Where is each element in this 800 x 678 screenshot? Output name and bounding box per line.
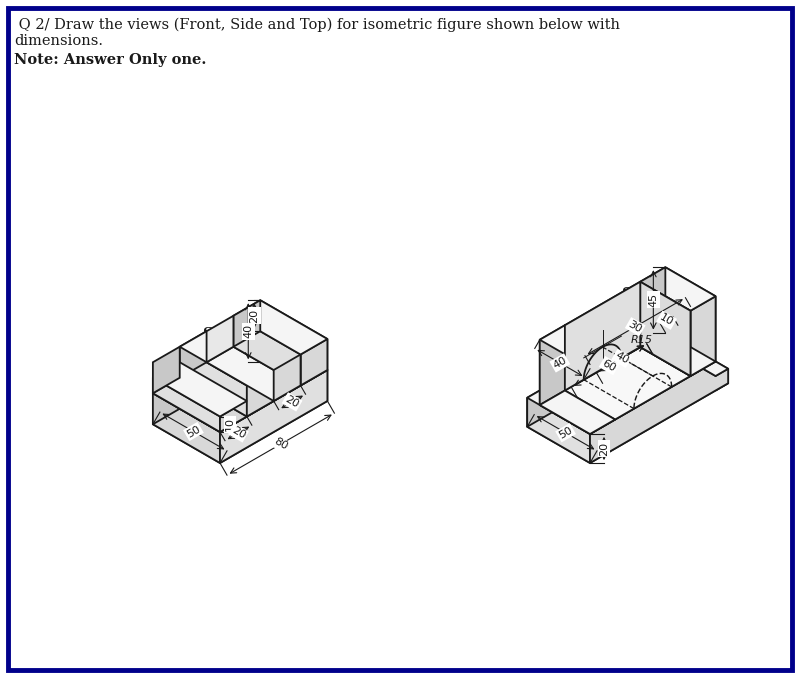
Polygon shape bbox=[640, 282, 690, 376]
Polygon shape bbox=[527, 398, 590, 463]
Polygon shape bbox=[153, 332, 327, 432]
Polygon shape bbox=[565, 347, 690, 420]
Polygon shape bbox=[565, 325, 615, 420]
Polygon shape bbox=[180, 332, 206, 378]
Polygon shape bbox=[220, 401, 247, 432]
Polygon shape bbox=[690, 296, 715, 376]
Polygon shape bbox=[653, 325, 715, 376]
Polygon shape bbox=[565, 282, 640, 391]
Polygon shape bbox=[234, 300, 260, 346]
Text: 80: 80 bbox=[272, 436, 290, 452]
Text: 20: 20 bbox=[250, 308, 259, 323]
Text: 10: 10 bbox=[225, 417, 235, 431]
Polygon shape bbox=[260, 332, 327, 401]
Polygon shape bbox=[153, 362, 247, 416]
Text: Note: Answer Only one.: Note: Answer Only one. bbox=[14, 53, 206, 67]
Polygon shape bbox=[540, 340, 590, 434]
Polygon shape bbox=[153, 393, 220, 463]
Polygon shape bbox=[640, 267, 715, 311]
Polygon shape bbox=[640, 332, 715, 376]
Polygon shape bbox=[540, 325, 615, 369]
Polygon shape bbox=[234, 300, 327, 355]
Polygon shape bbox=[590, 354, 615, 434]
Polygon shape bbox=[666, 332, 728, 383]
Polygon shape bbox=[220, 370, 327, 463]
Text: 40: 40 bbox=[613, 351, 630, 366]
Polygon shape bbox=[247, 370, 274, 416]
Polygon shape bbox=[206, 346, 301, 401]
Text: 50: 50 bbox=[557, 425, 574, 441]
Text: 10: 10 bbox=[658, 313, 675, 328]
Polygon shape bbox=[653, 332, 728, 376]
Polygon shape bbox=[590, 361, 728, 463]
Text: 50: 50 bbox=[185, 424, 202, 439]
Polygon shape bbox=[180, 346, 247, 416]
Text: 30: 30 bbox=[626, 319, 644, 334]
Polygon shape bbox=[274, 355, 301, 401]
Polygon shape bbox=[153, 362, 180, 393]
Polygon shape bbox=[153, 346, 180, 393]
Polygon shape bbox=[234, 332, 327, 386]
Polygon shape bbox=[527, 325, 715, 434]
Polygon shape bbox=[180, 332, 274, 386]
Polygon shape bbox=[234, 316, 301, 386]
Polygon shape bbox=[666, 267, 715, 361]
Text: 20: 20 bbox=[230, 425, 247, 441]
Polygon shape bbox=[301, 339, 327, 386]
Text: 45: 45 bbox=[648, 293, 658, 307]
Text: R15: R15 bbox=[630, 336, 653, 346]
Polygon shape bbox=[527, 347, 728, 463]
Polygon shape bbox=[153, 362, 327, 463]
Text: 20: 20 bbox=[283, 394, 301, 410]
Polygon shape bbox=[640, 282, 690, 376]
Text: 40: 40 bbox=[243, 324, 254, 338]
Text: 40: 40 bbox=[551, 355, 569, 371]
Polygon shape bbox=[540, 391, 615, 434]
Polygon shape bbox=[565, 282, 690, 354]
Polygon shape bbox=[260, 300, 327, 370]
Polygon shape bbox=[715, 369, 728, 391]
Polygon shape bbox=[153, 332, 260, 424]
Text: 60: 60 bbox=[601, 358, 618, 374]
Text: Q 2/ Draw the views (Front, Side and Top) for isometric figure shown below with: Q 2/ Draw the views (Front, Side and Top… bbox=[14, 18, 620, 33]
Text: 20: 20 bbox=[599, 441, 609, 456]
Text: Shape 2: Shape 2 bbox=[622, 287, 690, 301]
Text: Shape 1: Shape 1 bbox=[203, 327, 271, 341]
Polygon shape bbox=[153, 378, 220, 432]
Polygon shape bbox=[540, 325, 565, 405]
Polygon shape bbox=[640, 267, 666, 347]
Polygon shape bbox=[180, 362, 274, 416]
Polygon shape bbox=[153, 378, 247, 432]
Text: dimensions.: dimensions. bbox=[14, 34, 103, 48]
Polygon shape bbox=[206, 316, 234, 362]
Polygon shape bbox=[527, 325, 666, 426]
